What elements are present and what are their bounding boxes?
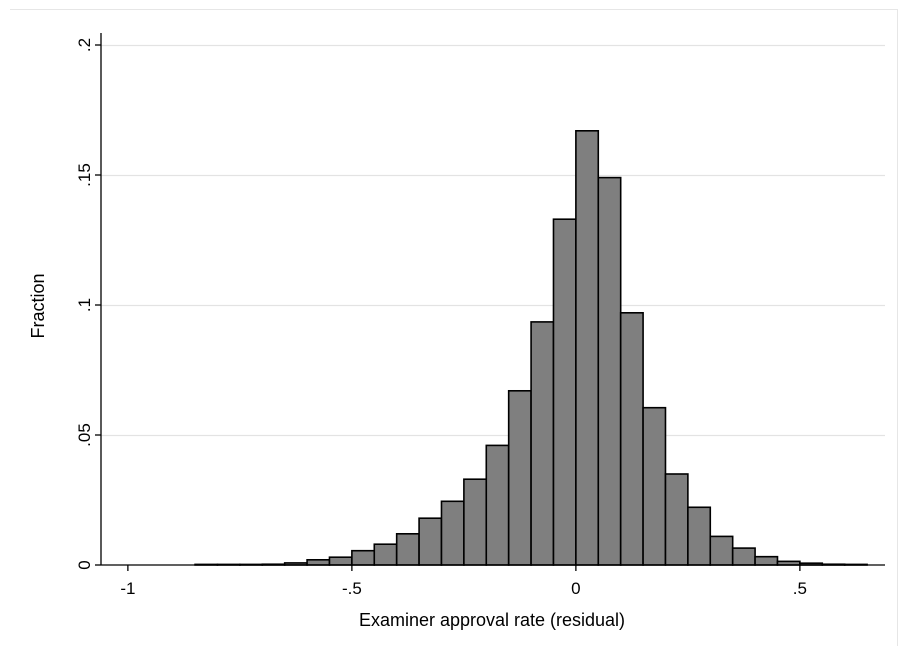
histogram-bar — [485, 444, 510, 566]
histogram-bar — [664, 473, 689, 566]
axes — [100, 33, 885, 566]
histogram-bar — [619, 311, 644, 566]
histogram-bar — [306, 558, 331, 566]
histogram-bar — [440, 500, 465, 566]
x-tick-label: -1 — [120, 579, 135, 598]
x-tick-label: -.5 — [342, 579, 362, 598]
y-axis-title: Fraction — [28, 273, 48, 338]
y-axis-ticks: 0 .05 .1 .15 .2 — [75, 38, 101, 570]
histogram-bar — [463, 478, 488, 566]
histogram-bar — [530, 321, 555, 566]
histogram-bar — [731, 547, 756, 566]
grid-lines — [101, 44, 885, 437]
y-tick-label: .05 — [75, 423, 94, 447]
x-tick-label: 0 — [571, 579, 580, 598]
histogram-bar — [507, 389, 532, 566]
histogram-bar — [552, 218, 577, 566]
x-tick-label: .5 — [793, 579, 807, 598]
histogram-bar — [687, 506, 712, 566]
x-axis-ticks: -1 -.5 0 .5 — [120, 565, 807, 598]
y-tick-label: .2 — [75, 38, 94, 52]
histogram-bar — [373, 543, 398, 566]
histogram-bar — [597, 176, 622, 566]
y-tick-label: 0 — [75, 560, 94, 569]
histogram-bar — [642, 406, 667, 566]
histogram-bar — [575, 130, 600, 566]
histogram-bar — [418, 517, 443, 566]
histogram-bar — [351, 549, 376, 566]
y-tick-label: .1 — [75, 298, 94, 312]
x-axis-title: Examiner approval rate (residual) — [359, 610, 625, 630]
histogram-bar — [709, 535, 734, 566]
histogram-bar — [754, 555, 779, 566]
y-tick-label: .15 — [75, 163, 94, 187]
histogram-bar — [395, 532, 420, 566]
histogram-bar — [328, 556, 353, 566]
